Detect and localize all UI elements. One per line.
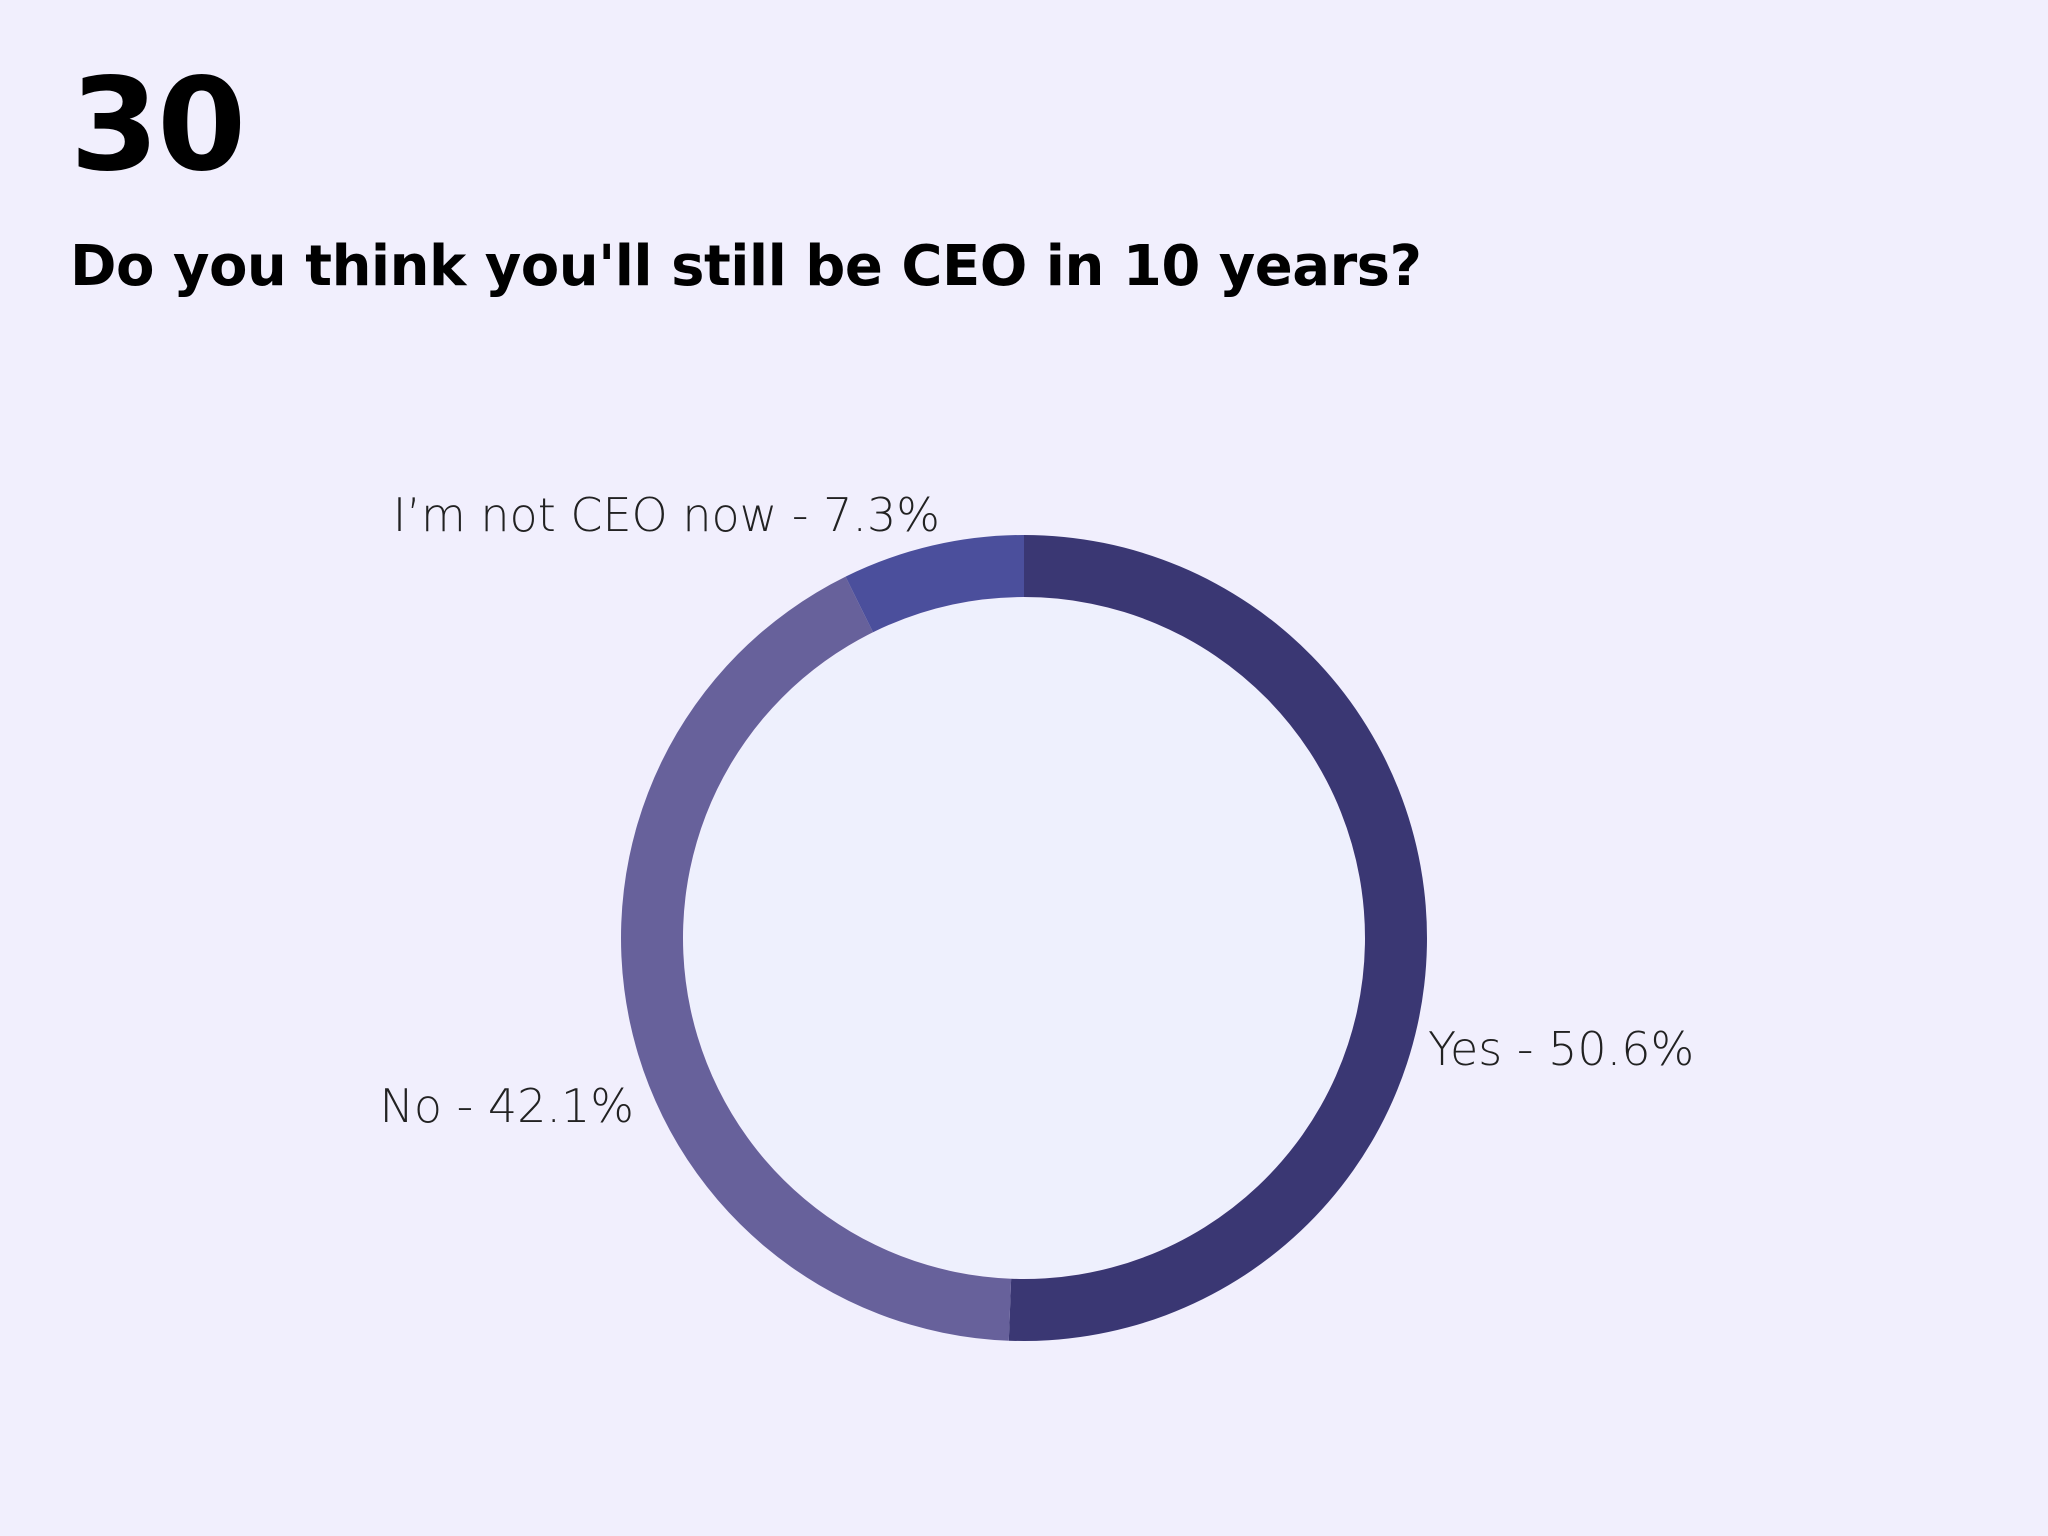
donut-slices (621, 535, 1428, 1341)
slice-label-no: No - 42.1% (379, 1079, 634, 1133)
chart-title: Do you think you'll still be CEO in 10 y… (70, 234, 1422, 299)
slice-label-yes: Yes - 50.6% (1428, 1022, 1694, 1076)
page-number: 30 (70, 51, 246, 200)
slice-no (621, 576, 1012, 1341)
slice-labels: Yes - 50.6% No - 42.1% I’m not CEO now -… (379, 488, 1694, 1133)
slice-yes (1008, 535, 1428, 1341)
slice-label-not-ceo: I’m not CEO now - 7.3% (393, 488, 940, 542)
slice-not-ceo (845, 535, 1024, 633)
donut-hole (684, 598, 1364, 1278)
